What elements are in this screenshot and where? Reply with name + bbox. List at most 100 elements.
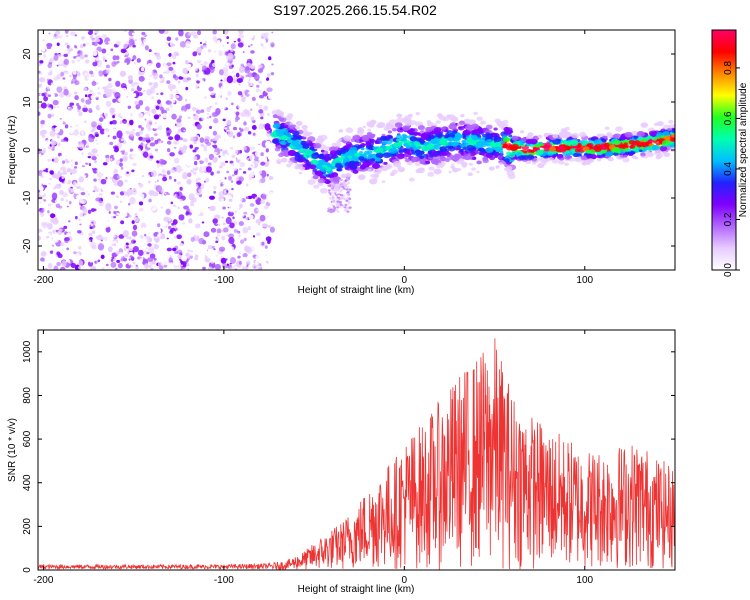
noise-mark — [171, 206, 177, 213]
noise-mark — [63, 53, 68, 58]
noise-mark — [261, 38, 266, 45]
noise-mark — [78, 142, 85, 150]
noise-mark — [73, 166, 78, 169]
noise-mark — [155, 185, 162, 193]
noise-mark — [47, 146, 53, 150]
noise-mark — [64, 76, 72, 85]
noise-mark — [152, 101, 156, 105]
noise-mark — [67, 211, 73, 216]
noise-mark — [45, 68, 51, 73]
noise-mark — [228, 237, 235, 244]
noise-mark — [49, 170, 54, 174]
signal-mark — [334, 162, 343, 169]
noise-mark — [196, 46, 202, 54]
signal-mark — [426, 121, 434, 127]
noise-mark — [39, 214, 42, 217]
noise-mark — [124, 30, 127, 33]
noise-mark — [101, 267, 105, 270]
signal-mark — [394, 122, 403, 128]
noise-mark — [187, 116, 191, 119]
noise-mark — [256, 139, 262, 144]
noise-mark — [146, 251, 150, 255]
signal-mark — [547, 151, 552, 154]
noise-mark — [76, 158, 81, 163]
signal-mark — [368, 134, 375, 139]
noise-mark — [79, 55, 85, 60]
noise-mark — [190, 236, 195, 242]
noise-mark — [131, 176, 138, 183]
noise-mark — [82, 207, 88, 214]
noise-mark — [170, 89, 173, 92]
noise-mark — [65, 35, 69, 38]
noise-mark — [185, 153, 190, 157]
noise-mark — [247, 195, 253, 200]
noise-mark — [248, 36, 253, 42]
noise-mark — [90, 208, 96, 212]
noise-mark — [155, 62, 161, 69]
noise-mark — [171, 43, 176, 47]
noise-mark — [178, 214, 185, 221]
signal-mark — [427, 150, 433, 154]
noise-mark — [215, 71, 220, 76]
signal-mark — [540, 157, 549, 163]
noise-mark — [223, 77, 227, 80]
noise-mark — [116, 212, 120, 216]
noise-mark — [128, 258, 131, 261]
noise-mark — [162, 141, 168, 148]
noise-mark — [271, 31, 274, 34]
noise-mark — [38, 235, 41, 241]
noise-mark — [177, 112, 180, 116]
noise-mark — [236, 132, 241, 138]
noise-mark — [126, 246, 129, 249]
signal-mark — [564, 162, 569, 166]
signal-mark — [469, 151, 476, 157]
noise-mark — [61, 175, 65, 180]
signal-mark — [588, 149, 596, 155]
noise-mark — [80, 79, 83, 82]
noise-mark — [209, 205, 216, 212]
noise-mark — [205, 96, 211, 103]
noise-mark — [179, 137, 183, 141]
signal-mark — [596, 133, 603, 138]
noise-mark — [216, 39, 221, 43]
noise-mark — [58, 205, 63, 209]
signal-mark — [383, 161, 388, 165]
noise-mark — [60, 184, 66, 192]
noise-mark — [191, 126, 195, 129]
signal-mark — [661, 139, 671, 146]
noise-mark — [49, 59, 52, 63]
noise-mark — [144, 106, 150, 111]
noise-mark — [64, 50, 68, 53]
noise-mark — [267, 198, 273, 204]
noise-mark — [231, 64, 234, 68]
noise-mark — [113, 205, 118, 210]
noise-mark — [256, 103, 259, 106]
noise-mark — [203, 153, 207, 156]
signal-mark — [345, 173, 352, 178]
signal-mark — [436, 113, 443, 118]
noise-mark — [106, 178, 112, 186]
noise-mark — [74, 161, 78, 166]
noise-mark — [101, 48, 107, 54]
noise-mark — [167, 136, 174, 141]
noise-mark — [223, 227, 229, 233]
noise-mark — [150, 170, 158, 177]
signal-mark — [366, 121, 375, 127]
noise-mark — [162, 112, 168, 119]
noise-mark — [174, 94, 180, 99]
signal-mark — [313, 184, 320, 189]
noise-mark — [47, 232, 51, 237]
signal-mark — [486, 139, 493, 144]
noise-mark — [250, 173, 255, 178]
signal-mark — [571, 133, 579, 139]
noise-mark — [47, 63, 53, 69]
noise-mark — [57, 216, 61, 221]
noise-mark — [38, 264, 41, 268]
noise-mark — [38, 111, 41, 117]
noise-mark — [98, 187, 104, 195]
noise-mark — [124, 52, 129, 55]
noise-mark — [46, 152, 53, 158]
noise-mark — [87, 209, 92, 214]
signal-mark — [506, 170, 515, 177]
signal-mark — [296, 135, 303, 140]
